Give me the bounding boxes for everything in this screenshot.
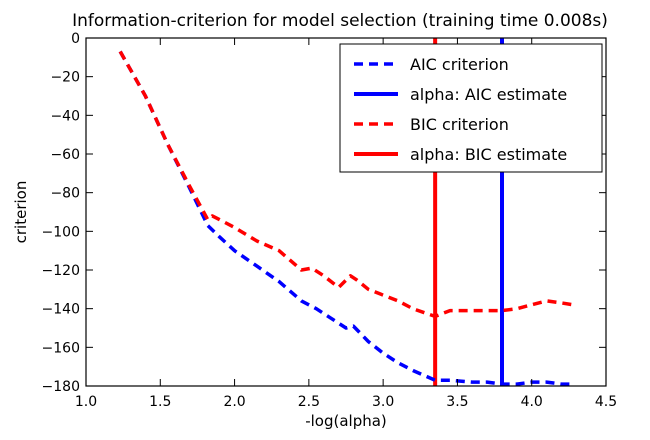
y-tick-label: −140 xyxy=(42,302,80,318)
legend-label: AIC criterion xyxy=(410,55,509,74)
x-tick-label: 1.0 xyxy=(75,394,97,410)
legend-label: alpha: AIC estimate xyxy=(410,85,567,104)
legend-entries: AIC criterion alpha: AIC estimate BIC crit… xyxy=(354,55,567,164)
legend-label: alpha: BIC estimate xyxy=(410,145,567,164)
y-tick-label: −120 xyxy=(42,263,80,279)
legend: AIC criterion alpha: AIC estimate BIC crit… xyxy=(339,43,603,173)
plot-frame xyxy=(85,37,607,387)
legend-label: BIC criterion xyxy=(410,115,509,134)
y-tick-label: −180 xyxy=(42,379,80,395)
ticks-layer: 1.0 1.5 2.0 2.5 3.0 3.5 4.0 4.5 0 −20 −40 −60 −80 −10… xyxy=(42,31,618,410)
x-tick-label: 1.5 xyxy=(149,394,171,410)
x-tick-label: 4.5 xyxy=(595,394,617,410)
y-tick-label: −20 xyxy=(50,70,80,86)
x-tick-label: 2.0 xyxy=(223,394,245,410)
x-axis-label: -log(alpha) xyxy=(305,412,387,430)
legend-entry: BIC criterion xyxy=(354,115,509,134)
y-tick-label: −80 xyxy=(50,186,80,202)
series-line-aic xyxy=(118,50,574,386)
y-axis-label: criterion xyxy=(12,181,30,244)
y-tick-label: −40 xyxy=(50,108,80,124)
series-line-bic xyxy=(118,50,574,319)
y-tick-label: −160 xyxy=(42,340,80,356)
legend-entry: AIC criterion xyxy=(354,55,509,74)
x-tick-label: 4.0 xyxy=(521,394,543,410)
x-tick-label: 3.0 xyxy=(372,394,394,410)
x-tick-label: 3.5 xyxy=(446,394,468,410)
y-tick-label: −100 xyxy=(42,224,80,240)
legend-entry: alpha: AIC estimate xyxy=(354,85,567,104)
x-tick-label: 2.5 xyxy=(298,394,320,410)
chart-title: Information-criterion for model selectio… xyxy=(72,11,608,31)
series-layer xyxy=(118,50,574,386)
y-tick-label: 0 xyxy=(71,31,80,47)
y-tick-label: −60 xyxy=(50,147,80,163)
legend-entry: alpha: BIC estimate xyxy=(354,145,567,164)
legend-box xyxy=(339,43,603,173)
